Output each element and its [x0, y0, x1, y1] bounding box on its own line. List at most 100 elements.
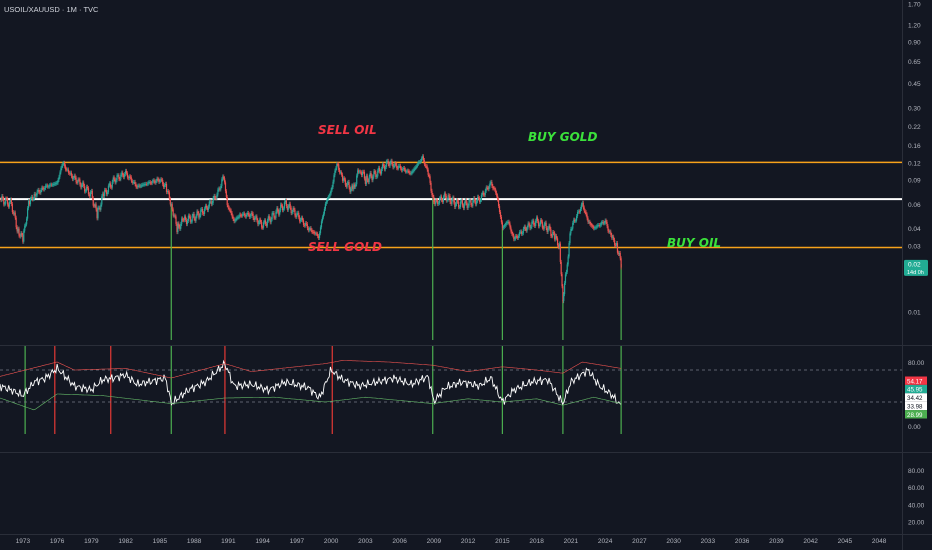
price-candle	[213, 195, 215, 198]
price-candle	[164, 183, 167, 186]
price-candle	[484, 190, 486, 196]
price-candle	[411, 171, 413, 174]
price-candle	[224, 178, 226, 183]
price-candle	[537, 221, 540, 227]
price-candle	[136, 186, 138, 188]
price-candle	[470, 200, 472, 205]
price-candle	[99, 207, 101, 210]
price-candle	[189, 216, 191, 222]
price-candle	[71, 175, 73, 180]
price-candle	[248, 214, 250, 217]
price-candle	[47, 186, 50, 188]
price-candle	[257, 220, 259, 225]
price-candle	[233, 218, 235, 222]
price-candle	[310, 228, 312, 231]
price-candle	[301, 217, 304, 221]
price-candle	[74, 175, 76, 178]
price-candle	[30, 196, 32, 199]
price-candle	[215, 197, 217, 199]
price-candle	[202, 209, 204, 214]
time-tick-label: 2045	[838, 538, 853, 545]
price-candle	[7, 198, 9, 205]
price-candle	[405, 171, 407, 173]
price-candle	[517, 236, 519, 238]
price-candle	[564, 282, 566, 295]
price-candle	[384, 166, 386, 170]
price-candle	[381, 164, 384, 169]
price-candle	[419, 162, 421, 163]
price-candle	[608, 230, 610, 232]
price-candle	[525, 228, 527, 231]
price-candle	[485, 187, 487, 191]
price-candle	[423, 160, 425, 165]
price-candle	[459, 201, 462, 208]
price-candle	[337, 163, 339, 165]
price-candle	[26, 208, 29, 219]
price-candle	[190, 221, 192, 223]
pane3-tick-label: 80.00	[908, 468, 925, 475]
price-candle	[494, 188, 496, 190]
price-candle	[515, 236, 517, 239]
price-candle	[400, 168, 403, 171]
price-candle	[265, 223, 268, 226]
price-candle	[379, 171, 382, 174]
price-candle	[493, 188, 495, 190]
price-candle	[447, 195, 449, 200]
price-candle	[620, 258, 622, 268]
price-candle	[12, 212, 14, 214]
price-candle	[271, 213, 273, 220]
price-candle	[235, 218, 237, 221]
price-candle	[181, 218, 183, 224]
price-candle	[21, 233, 23, 235]
price-candle	[269, 218, 271, 223]
price-candle	[510, 227, 512, 232]
price-candle	[57, 179, 59, 183]
price-candle	[37, 189, 39, 192]
price-candle	[49, 184, 52, 186]
price-candle	[56, 182, 58, 184]
price-candle	[419, 161, 422, 163]
price-candle	[504, 224, 506, 226]
price-candle	[600, 222, 602, 225]
price-candle	[476, 200, 478, 205]
pane3-tick-label: 40.00	[908, 502, 925, 509]
price-candle	[318, 233, 321, 238]
price-candle	[285, 200, 287, 207]
price-candle	[241, 215, 243, 217]
price-candle	[560, 261, 562, 275]
price-candle	[609, 231, 611, 233]
price-candle	[258, 222, 260, 225]
price-candle	[228, 207, 230, 210]
price-candle	[348, 181, 350, 188]
price-candle	[311, 230, 313, 232]
price-candle	[116, 175, 118, 181]
price-candle	[328, 195, 330, 197]
price-candle	[432, 195, 434, 197]
price-candle	[104, 189, 106, 196]
price-tick-label: 1.20	[908, 22, 921, 29]
price-candle	[173, 215, 175, 217]
time-tick-label: 1985	[153, 538, 168, 545]
price-candle	[499, 212, 502, 217]
price-candle	[139, 185, 141, 187]
price-candle	[578, 211, 581, 213]
price-candle	[166, 191, 169, 193]
price-candle	[65, 166, 67, 170]
price-candle	[611, 235, 613, 238]
price-candle	[201, 209, 203, 210]
price-candle	[550, 229, 552, 236]
price-candle	[124, 170, 127, 175]
price-candle	[198, 213, 200, 218]
price-candle	[106, 192, 109, 195]
price-candle	[615, 243, 618, 246]
lower-band-line	[0, 393, 622, 411]
price-candle	[160, 179, 162, 181]
price-candle	[291, 211, 293, 214]
time-tick-label: 2000	[324, 538, 339, 545]
price-candle	[518, 232, 521, 236]
price-candle	[401, 169, 404, 171]
price-candle	[317, 236, 320, 238]
price-candle	[354, 184, 356, 187]
price-candle	[11, 204, 13, 213]
